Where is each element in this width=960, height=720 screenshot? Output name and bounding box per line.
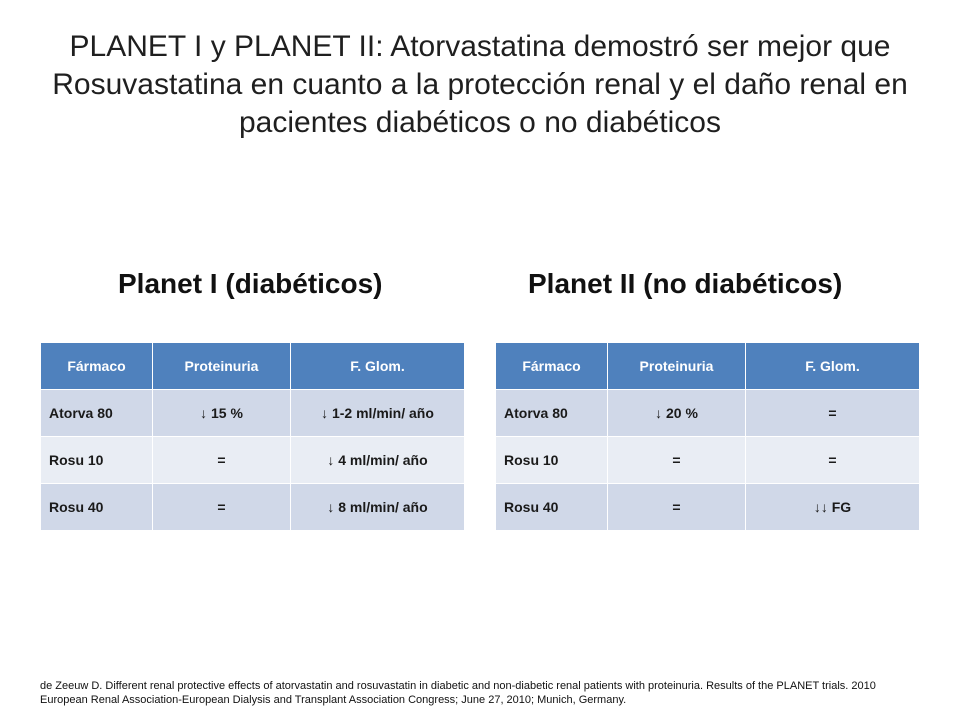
column-header: F. Glom.	[290, 342, 465, 390]
table-cell: ↓ 4 ml/min/ año	[290, 436, 465, 484]
planet-1-table: Fármaco Proteinuria F. Glom. Atorva 80 ↓…	[40, 342, 465, 531]
table-cell: =	[745, 436, 920, 484]
table-cell: Rosu 10	[495, 436, 608, 484]
table-cell: =	[607, 483, 746, 531]
table-row: Rosu 40 = ↓ 8 ml/min/ año	[40, 483, 465, 531]
planet-2-heading: Planet II (no diabéticos)	[528, 268, 843, 299]
table-cell: Atorva 80	[495, 389, 608, 437]
table-header-row: Fármaco Proteinuria F. Glom.	[495, 342, 920, 390]
table-cell: ↓ 20 %	[607, 389, 746, 437]
citation-footnote: de Zeeuw D. Different renal protective e…	[40, 680, 876, 706]
planet-2-table: Fármaco Proteinuria F. Glom. Atorva 80 ↓…	[495, 342, 920, 531]
table-cell: ↓↓ FG	[745, 483, 920, 531]
table-cell: ↓ 8 ml/min/ año	[290, 483, 465, 531]
column-header: Proteinuria	[607, 342, 746, 390]
table-row: Rosu 10 = ↓ 4 ml/min/ año	[40, 436, 465, 484]
column-header: F. Glom.	[745, 342, 920, 390]
table-cell: =	[152, 483, 291, 531]
table-cell: Rosu 10	[40, 436, 153, 484]
column-header: Fármaco	[495, 342, 608, 390]
column-header: Fármaco	[40, 342, 153, 390]
table-cell: Rosu 40	[40, 483, 153, 531]
table-cell: =	[745, 389, 920, 437]
table-row: Atorva 80 ↓ 20 % =	[495, 389, 920, 437]
table-cell: ↓ 1-2 ml/min/ año	[290, 389, 465, 437]
table-row: Atorva 80 ↓ 15 % ↓ 1-2 ml/min/ año	[40, 389, 465, 437]
table-cell: ↓ 15 %	[152, 389, 291, 437]
planet-1-heading: Planet I (diabéticos)	[118, 268, 383, 299]
slide-title: PLANET I y PLANET II: Atorvastatina demo…	[52, 30, 908, 139]
table-cell: Rosu 40	[495, 483, 608, 531]
table-row: Rosu 10 = =	[495, 436, 920, 484]
table-cell: =	[607, 436, 746, 484]
table-cell: Atorva 80	[40, 389, 153, 437]
table-cell: =	[152, 436, 291, 484]
column-header: Proteinuria	[152, 342, 291, 390]
table-row: Rosu 40 = ↓↓ FG	[495, 483, 920, 531]
table-header-row: Fármaco Proteinuria F. Glom.	[40, 342, 465, 390]
